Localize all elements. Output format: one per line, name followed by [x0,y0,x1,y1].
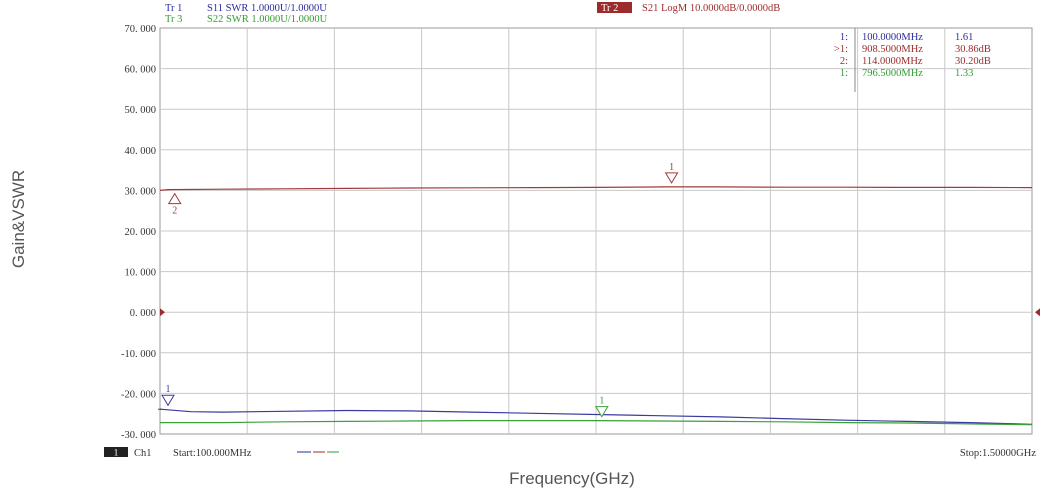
start-frequency: Start:100.000MHz [173,448,252,459]
trace-line-1 [159,408,1033,425]
y-tick-label: 30. 000 [125,186,157,197]
tr2-tag: Tr 2 [601,3,618,14]
y-tick-label: 0. 000 [130,308,156,319]
channel-label: Ch1 [134,448,152,459]
marker-row-id: >1: [834,44,848,55]
y-axis-title: Gain&VSWR [9,170,28,268]
footer-bar: 1 Ch1 Start:100.000MHz Stop:1.50000GHz [104,447,1036,459]
tr1-tag: Tr 1 [165,3,182,14]
y-tick-label: 50. 000 [125,105,157,116]
marker-pointer [594,406,609,418]
trace-line-0 [159,186,1033,191]
ref-marker-right [1035,308,1040,317]
tr1-text: S11 SWR 1.0000U/1.0000U [207,3,327,14]
y-tick-label: 60. 000 [125,65,157,76]
marker-pointer [167,192,182,205]
y-tick-labels: 70. 000 60. 000 50. 000 40. 000 30. 000 20. 0… [121,24,156,441]
channel-tag-box [104,447,128,457]
plot-grid [159,27,1033,435]
tr3-tag: Tr 3 [165,14,182,25]
marker-row-id: 2: [840,56,848,67]
marker-row-value: 1.33 [955,68,973,79]
tr2-tag-box [597,2,632,13]
marker-row-value: 1.61 [955,32,973,43]
marker-row-freq: 796.5000MHz [862,68,923,79]
tr2-text: S21 LogM 10.0000dB/0.0000dB [642,3,780,14]
marker-table: 1: 100.0000MHz 1.61 >1: 908.5000MHz 30.86dB 2:… [834,28,991,92]
marker-label: 2 [172,206,177,217]
channel-tag: 1 [114,449,119,459]
marker-row-id: 1: [840,68,848,79]
x-axis-title: Frequency(GHz) [509,469,635,488]
markers: 1 2 1 1 [158,162,679,422]
marker-label: 1 [166,384,171,395]
y-tick-label: 40. 000 [125,146,157,157]
y-tick-label: -30. 000 [121,430,156,441]
tr3-text: S22 SWR 1.0000U/1.0000U [207,14,328,25]
marker-row-freq: 114.0000MHz [862,56,923,67]
trace-header: Tr 1 S11 SWR 1.0000U/1.0000U Tr 3 S22 SW… [165,2,780,25]
marker-label: 1 [669,162,674,173]
y-tick-label: 70. 000 [125,24,157,35]
y-tick-label: -10. 000 [121,349,156,360]
marker-row-freq: 908.5000MHz [862,44,923,55]
marker-pointer [664,172,679,184]
ref-marker-left [160,308,165,317]
marker-row-value: 30.20dB [955,56,991,67]
marker-label: 1 [599,396,604,407]
y-tick-label: -20. 000 [121,389,156,400]
reference-markers [160,308,1040,317]
marker-row-value: 30.86dB [955,44,991,55]
marker-row-freq: 100.0000MHz [862,32,923,43]
y-tick-label: 20. 000 [125,227,157,238]
y-tick-label: 10. 000 [125,268,157,279]
marker-pointer [161,394,175,407]
marker-row-id: 1: [840,32,848,43]
stop-frequency: Stop:1.50000GHz [960,448,1036,459]
